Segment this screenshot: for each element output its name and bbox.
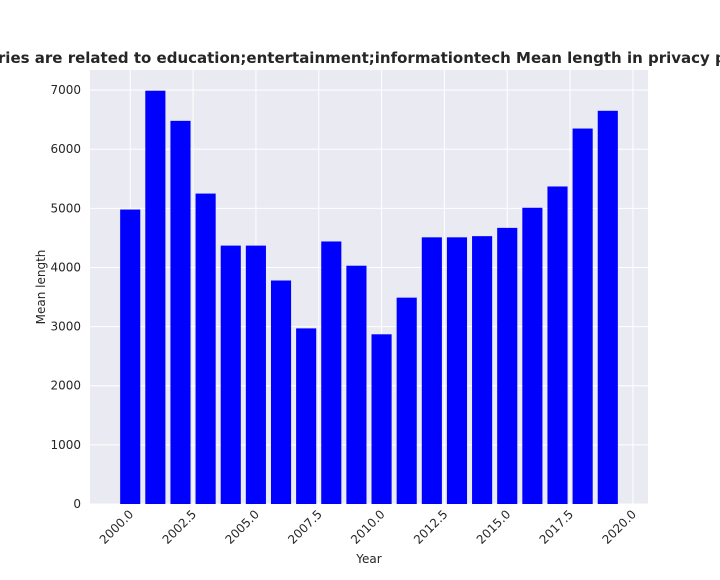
y-tick-label: 1000 (50, 438, 81, 452)
bar-2015 (497, 227, 518, 504)
bar-2016 (522, 207, 543, 505)
bar-2001 (145, 90, 166, 504)
bars (120, 90, 618, 505)
bar-2014 (472, 236, 493, 505)
bar-2005 (245, 245, 266, 504)
x-tick-label: 2007.5 (285, 507, 325, 547)
y-tick-label: 4000 (50, 260, 81, 274)
x-tick-label: 2010.0 (348, 507, 388, 547)
bar-2008 (321, 241, 342, 505)
x-tick-label: 2020.0 (599, 507, 639, 547)
bar-2019 (597, 110, 618, 504)
bar-2007 (296, 328, 317, 504)
chart-title: ategories are related to education;enter… (0, 49, 720, 67)
x-axis-ticks: 2000.0 2002.5 2005.0 2007.5 2010.0 2012.5 2015… (97, 507, 639, 547)
x-tick-label: 2017.5 (537, 507, 577, 547)
y-tick-label: 5000 (50, 201, 81, 215)
bar-2003 (195, 193, 216, 505)
x-tick-label: 2012.5 (411, 507, 451, 547)
x-tick-label: 2002.5 (160, 507, 200, 547)
x-tick-label: 2005.0 (222, 507, 262, 547)
x-axis-label: Year (355, 552, 381, 566)
y-tick-label: 6000 (50, 142, 81, 156)
bar-2002 (170, 120, 191, 505)
y-tick-label: 2000 (50, 379, 81, 393)
bar-2004 (220, 245, 241, 504)
y-axis-ticks: 0 1000 2000 3000 4000 5000 6000 7000 (50, 83, 81, 511)
x-tick-label: 2015.0 (474, 507, 514, 547)
bar-2009 (346, 265, 367, 504)
bar-2017 (547, 186, 568, 504)
x-tick-label: 2000.0 (97, 507, 137, 547)
bar-2010 (371, 334, 392, 504)
bar-2013 (446, 237, 468, 504)
bar-2000 (120, 209, 141, 504)
y-axis-label: Mean length (34, 250, 48, 325)
y-tick-label: 3000 (50, 320, 81, 334)
bar-2011 (396, 297, 417, 504)
y-tick-label: 7000 (50, 83, 81, 97)
bar-2006 (270, 280, 292, 504)
y-tick-label: 0 (73, 497, 81, 511)
bar-2012 (421, 237, 442, 504)
bar-2018 (572, 128, 593, 504)
